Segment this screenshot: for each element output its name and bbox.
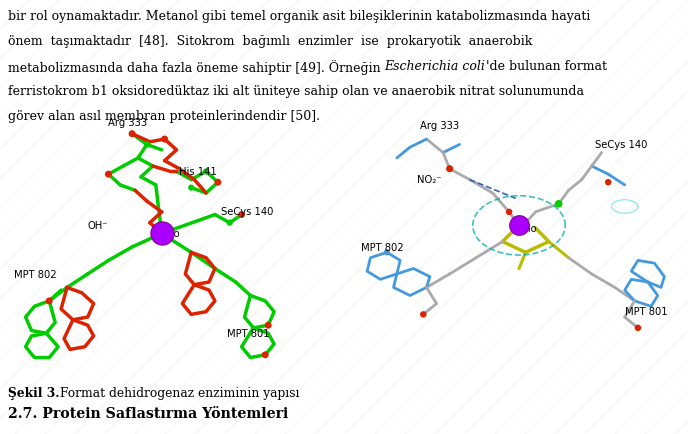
Text: önem  taşımaktadır  [48].  Sitokrom  bağımlı  enzimler  ise  prokaryotik  anaero: önem taşımaktadır [48]. Sitokrom bağımlı… (8, 35, 533, 48)
Point (513, 222, 524, 229)
Point (142, 141, 153, 148)
Text: MPT 802: MPT 802 (361, 242, 403, 252)
Text: Mo: Mo (522, 223, 537, 233)
Text: OH⁻: OH⁻ (88, 220, 108, 230)
Text: SeCys 140: SeCys 140 (595, 140, 647, 150)
Text: ferristokrom b1 oksidoredüktaz iki alt üniteye sahip olan ve anaerobik nitrat so: ferristokrom b1 oksidoredüktaz iki alt ü… (8, 85, 584, 98)
Text: MPT 802: MPT 802 (14, 269, 56, 279)
Text: Format dehidrogenaz enziminin yapısı: Format dehidrogenaz enziminin yapısı (60, 386, 299, 399)
Text: NO₂⁻: NO₂⁻ (417, 175, 441, 185)
Point (260, 352, 271, 358)
Point (127, 131, 138, 138)
Point (603, 179, 614, 186)
Text: MPT 801: MPT 801 (227, 328, 270, 338)
Point (103, 171, 114, 178)
Point (381, 249, 392, 256)
Text: Şekil 3.: Şekil 3. (8, 386, 59, 399)
Text: 'de bulunan format: 'de bulunan format (486, 60, 607, 73)
Point (156, 230, 167, 237)
Text: SeCys 140: SeCys 140 (221, 207, 273, 217)
Point (159, 136, 170, 143)
Text: Escherichia coli: Escherichia coli (385, 60, 486, 73)
Text: Arg 333: Arg 333 (420, 121, 459, 131)
Point (236, 212, 247, 219)
Text: 2.7. Protein Saflastırma Yöntemleri: 2.7. Protein Saflastırma Yöntemleri (8, 406, 288, 420)
Point (504, 209, 515, 216)
Text: bir rol oynamaktadır. Metanol gibi temel organik asit bileşiklerinin katabolizma: bir rol oynamaktadır. Metanol gibi temel… (8, 10, 590, 23)
Point (44, 298, 55, 305)
Point (213, 179, 224, 186)
Point (201, 168, 212, 175)
Text: Mo: Mo (164, 229, 180, 239)
Point (444, 166, 455, 173)
Text: His 141: His 141 (180, 167, 217, 177)
Text: MPT 801: MPT 801 (625, 306, 667, 316)
Point (186, 185, 197, 192)
Text: metabolizmasında daha fazla öneme sahiptir [49]. Örneğin: metabolizmasında daha fazla öneme sahipt… (8, 60, 385, 75)
Text: görev alan asıl membran proteinlerindendir [50].: görev alan asıl membran proteinlerindend… (8, 110, 320, 123)
Point (553, 201, 564, 208)
Text: Arg 333: Arg 333 (109, 118, 147, 128)
Point (444, 166, 455, 173)
Point (263, 322, 274, 329)
Point (418, 311, 429, 318)
Point (224, 220, 235, 227)
Point (632, 325, 643, 332)
